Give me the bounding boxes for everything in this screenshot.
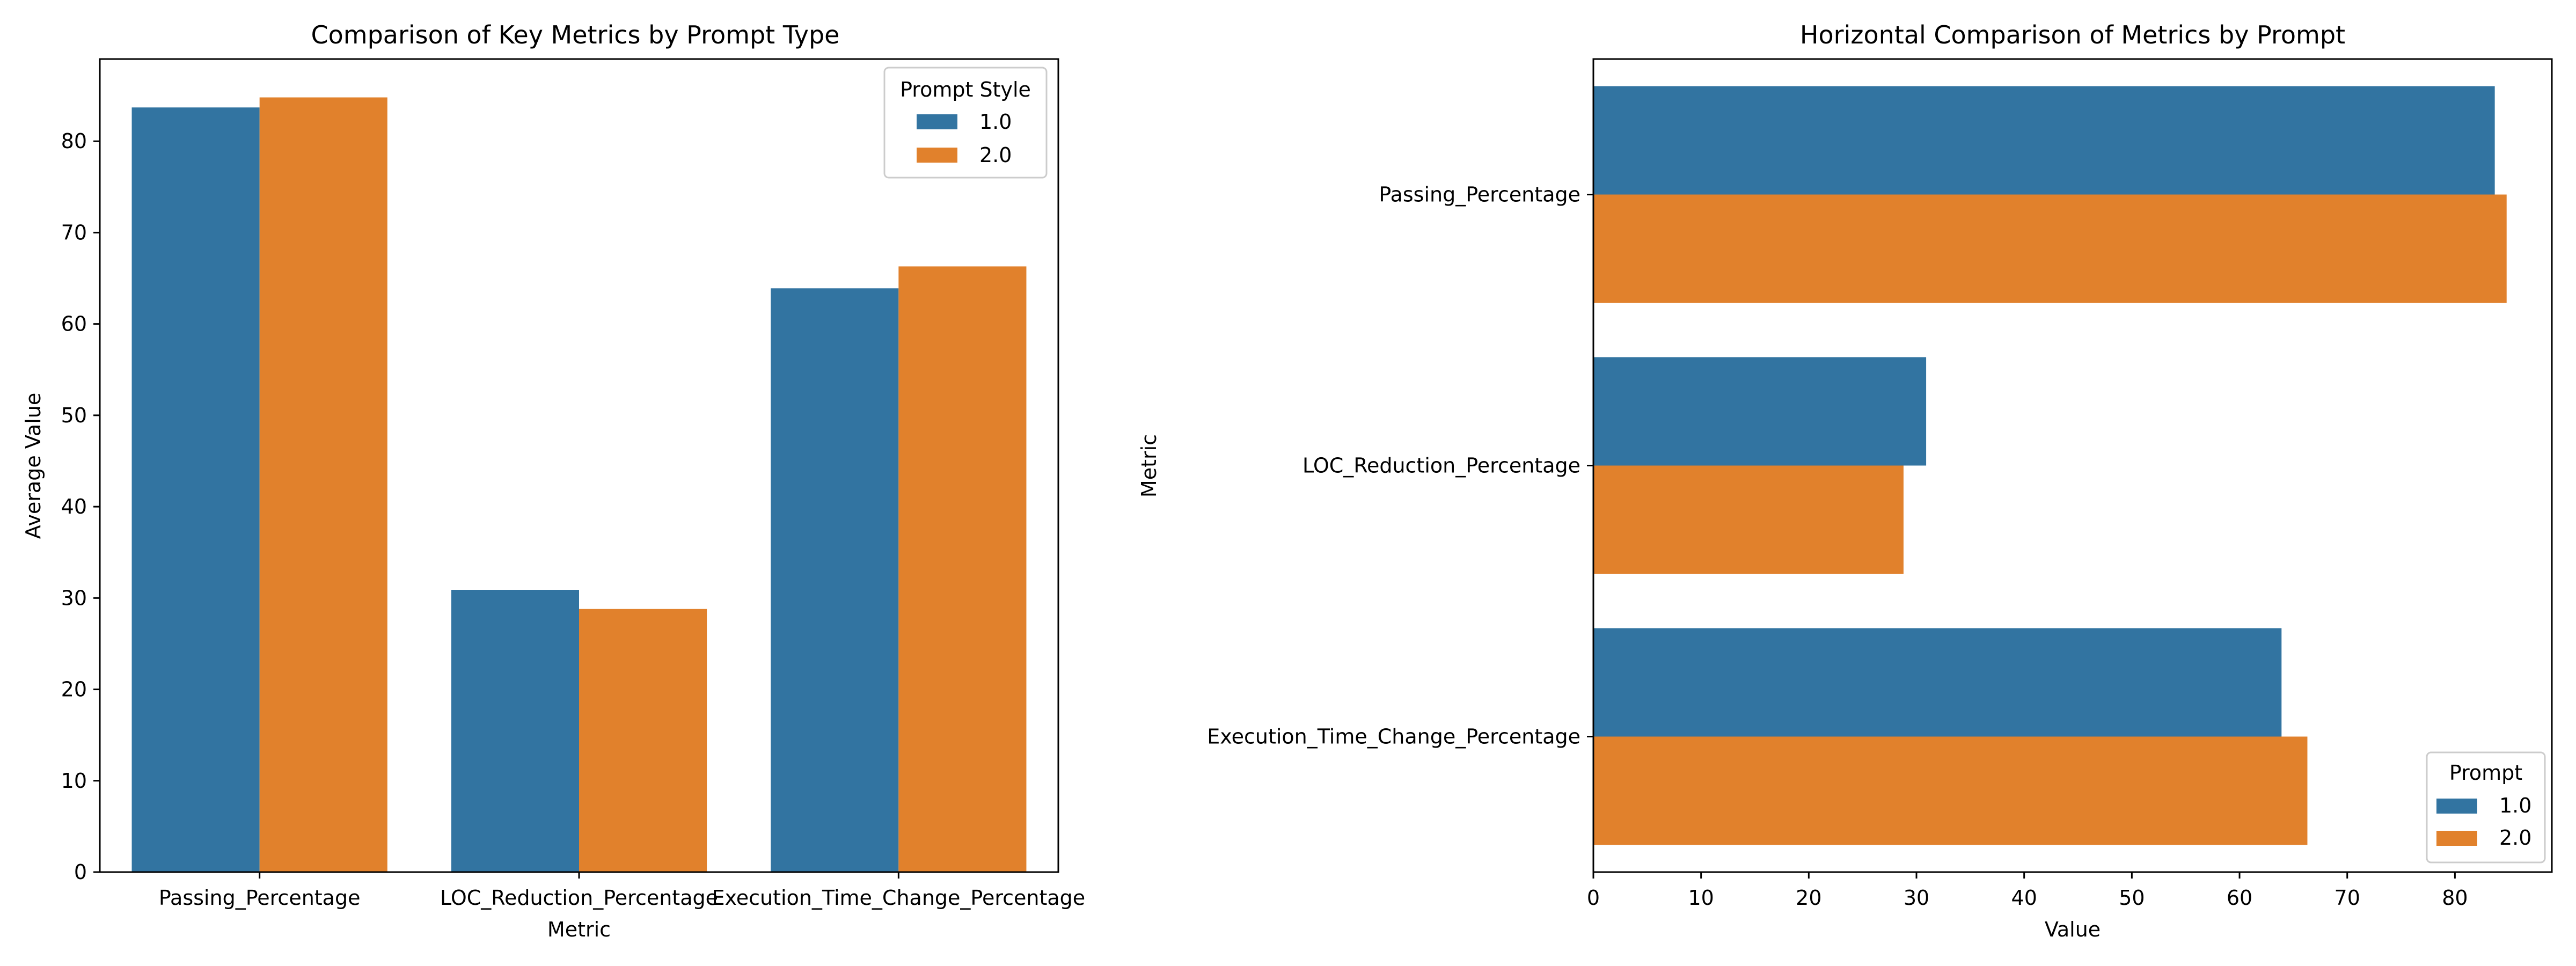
- y-tick-label: Passing_Percentage: [1379, 183, 1580, 207]
- y-tick-label: 50: [61, 404, 87, 427]
- x-tick-label: Passing_Percentage: [159, 886, 361, 910]
- legend-swatch-series-2: [2436, 831, 2477, 846]
- x-axis-label: Metric: [547, 918, 611, 941]
- bar-passing-percentage-series-2.0: [259, 97, 387, 872]
- legend-label-series-2: 2.0: [2499, 826, 2531, 850]
- chart-title: Horizontal Comparison of Metrics by Prom…: [1800, 20, 2345, 49]
- bar-loc-reduction-percentage-series-1.0: [451, 590, 579, 872]
- x-axis-ticks: Passing_Percentage LOC_Reduction_Percenta…: [159, 872, 1085, 910]
- bar-execution-time-change-percentage-series-1.0: [1593, 628, 2282, 737]
- y-axis-label: Average Value: [21, 393, 45, 539]
- legend-label-series-2: 2.0: [979, 143, 1012, 167]
- legend-label-series-1: 1.0: [2499, 794, 2531, 817]
- y-tick-label: 80: [61, 129, 87, 153]
- plot-frame: [1592, 58, 2553, 873]
- legend-title: Prompt: [2449, 761, 2522, 785]
- bar-group: [1593, 86, 2507, 845]
- y-axis-ticks: Passing_Percentage LOC_Reduction_Percenta…: [1207, 183, 1593, 749]
- x-tick-label: 20: [1796, 886, 1821, 910]
- chart-vertical-bars: Comparison of Key Metrics by Prompt Type…: [21, 20, 1085, 941]
- x-tick-label: 60: [2227, 886, 2252, 910]
- x-axis-label: Value: [2045, 918, 2101, 941]
- chart-title: Comparison of Key Metrics by Prompt Type: [311, 20, 840, 49]
- bar-group: [131, 97, 1027, 872]
- legend: Prompt 1.0 2.0: [2426, 751, 2546, 863]
- x-tick-label: 80: [2442, 886, 2468, 910]
- y-tick-label: 60: [61, 312, 87, 336]
- bar-passing-percentage-series-1.0: [1593, 86, 2495, 195]
- y-tick-label: 20: [61, 678, 87, 701]
- x-tick-label: 30: [1904, 886, 1929, 910]
- legend-swatch-series-2: [917, 148, 957, 163]
- x-tick-label: 40: [2011, 886, 2037, 910]
- bar-loc-reduction-percentage-series-2.0: [579, 609, 707, 872]
- x-axis-ticks: 0 10 20 30 40 50 60 70 80: [1587, 872, 2468, 910]
- legend-swatch-series-1: [917, 114, 957, 129]
- y-tick-label: 0: [74, 860, 87, 884]
- legend-swatch-series-1: [2436, 799, 2477, 814]
- x-tick-label: 0: [1587, 886, 1600, 910]
- bar-execution-time-change-percentage-series-2.0: [1593, 736, 2308, 845]
- y-tick-label: 10: [61, 769, 87, 793]
- y-axis-ticks: 0 10 20 30 40 50 60 70 80: [61, 129, 100, 884]
- legend: Prompt Style 1.0 2.0: [883, 67, 1048, 179]
- plot-frame: [99, 58, 1059, 873]
- x-tick-label: 50: [2119, 886, 2145, 910]
- bar-passing-percentage-series-1.0: [131, 107, 260, 872]
- x-tick-label: Execution_Time_Change_Percentage: [712, 886, 1085, 910]
- y-tick-label: 30: [61, 586, 87, 610]
- legend-label-series-1: 1.0: [979, 110, 1012, 134]
- bar-loc-reduction-percentage-series-2.0: [1593, 465, 1904, 574]
- chart-horizontal-bars: Horizontal Comparison of Metrics by Prom…: [1137, 20, 2553, 941]
- bar-execution-time-change-percentage-series-2.0: [898, 266, 1027, 872]
- bar-passing-percentage-series-2.0: [1593, 194, 2507, 303]
- y-tick-label: 70: [61, 221, 87, 244]
- bar-loc-reduction-percentage-series-1.0: [1593, 357, 1927, 466]
- y-tick-label: Execution_Time_Change_Percentage: [1207, 725, 1580, 749]
- bar-execution-time-change-percentage-series-1.0: [771, 288, 899, 872]
- legend-title: Prompt Style: [900, 78, 1031, 101]
- x-tick-label: LOC_Reduction_Percentage: [440, 886, 718, 910]
- y-tick-label: 40: [61, 495, 87, 518]
- y-axis-label: Metric: [1137, 434, 1161, 497]
- x-tick-label: 10: [1688, 886, 1714, 910]
- y-tick-label: LOC_Reduction_Percentage: [1302, 454, 1580, 478]
- x-tick-label: 70: [2334, 886, 2360, 910]
